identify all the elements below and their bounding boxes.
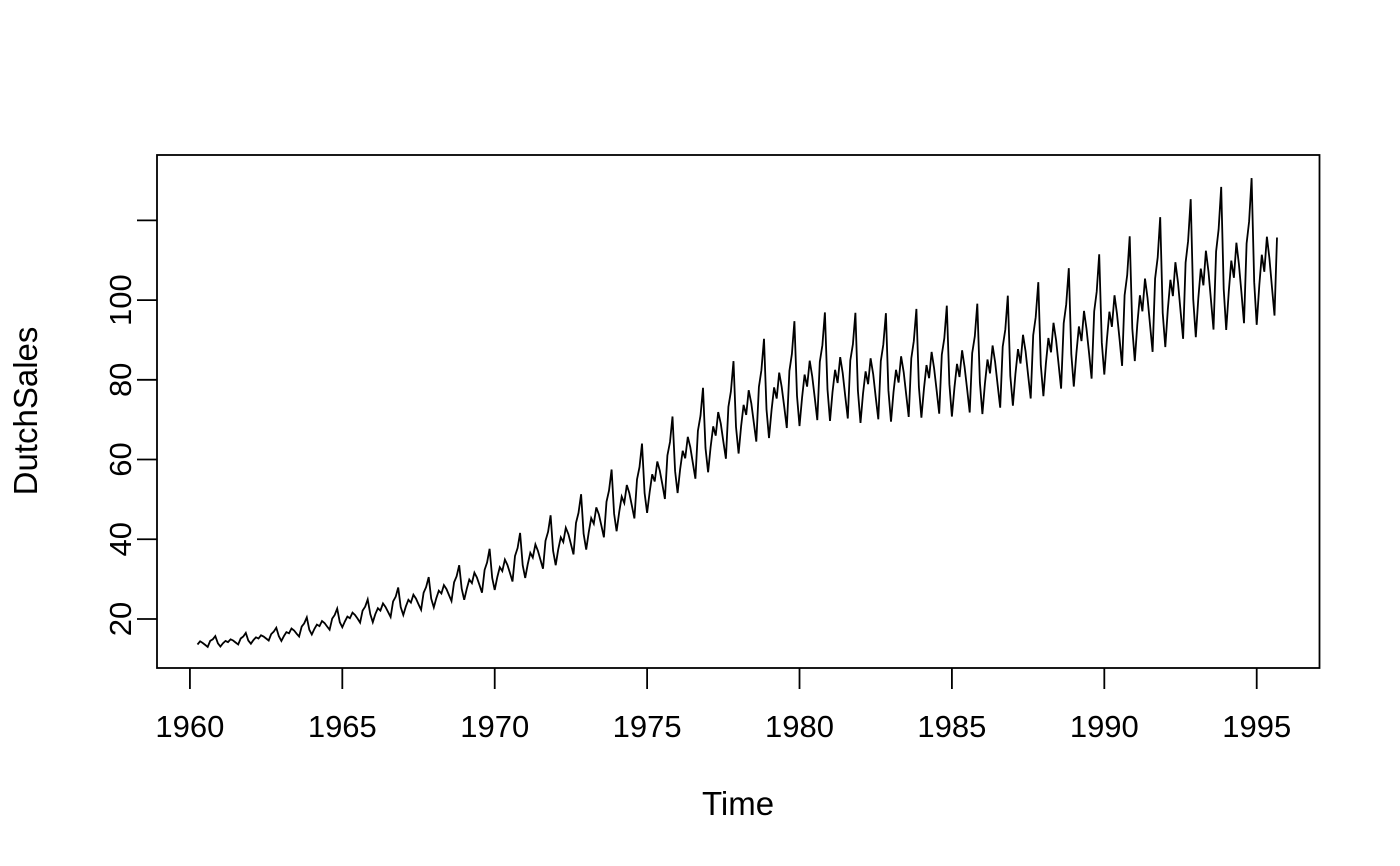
x-tick-label: 1985 (917, 709, 986, 744)
y-axis-title: DutchSales (7, 327, 44, 496)
y-tick-label: 20 (103, 602, 138, 636)
y-tick-label: 100 (103, 274, 138, 326)
time-series-line (196, 178, 1278, 649)
x-axis: 1960 1965 1970 1975 1980 1985 1990 1995 (155, 668, 1291, 744)
x-tick-label: 1960 (155, 709, 224, 744)
y-axis: 20 40 60 80 100 (103, 219, 157, 636)
y-tick-label: 80 (103, 363, 138, 397)
y-tick-label: 40 (103, 522, 138, 556)
x-tick-label: 1990 (1070, 709, 1139, 744)
plot-border (156, 154, 1321, 669)
y-tick-label: 60 (103, 442, 138, 476)
x-axis-title: Time (702, 785, 774, 822)
x-tick-label: 1975 (613, 709, 682, 744)
x-tick-label: 1980 (765, 709, 834, 744)
series-group (196, 178, 1278, 649)
x-tick-label: 1995 (1222, 709, 1291, 744)
x-tick-label: 1970 (460, 709, 529, 744)
x-tick-label: 1965 (308, 709, 377, 744)
